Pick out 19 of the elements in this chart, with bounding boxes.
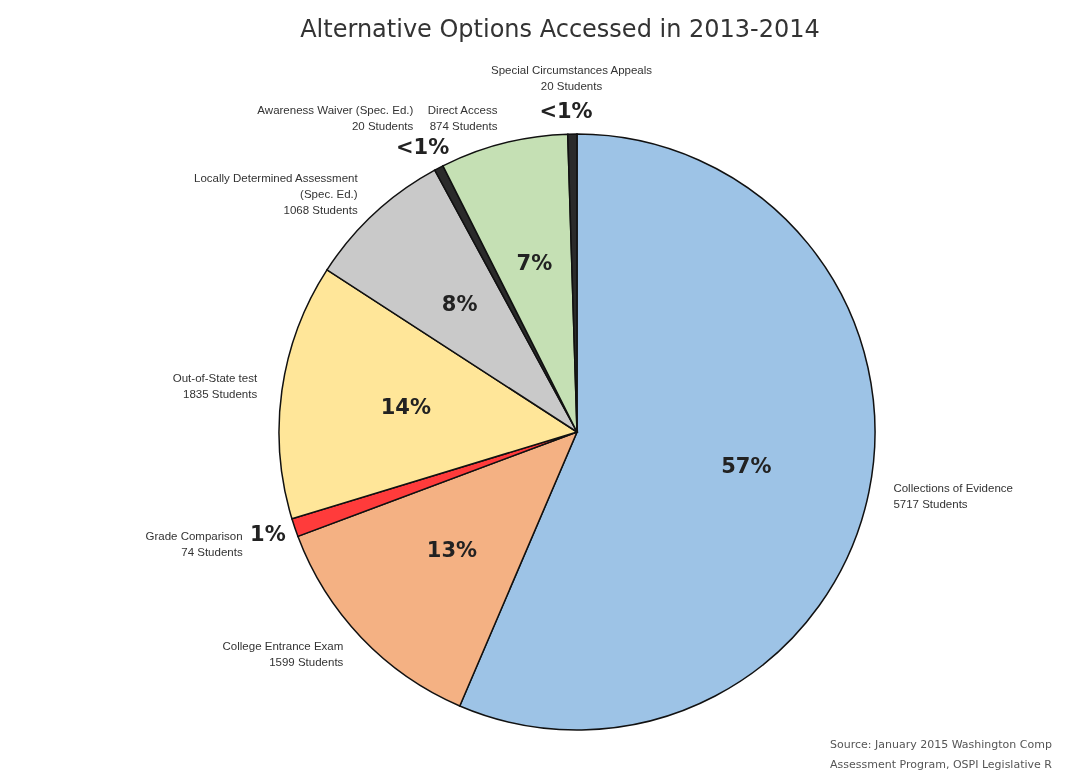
data-label: <1%: [539, 99, 593, 124]
data-label: <1%: [396, 135, 450, 160]
slice-label: Collections of Evidence 5717 Students: [893, 481, 1013, 510]
slice-label: Awareness Waiver (Spec. Ed.) 20 Students: [257, 104, 414, 133]
data-label: 13%: [426, 538, 478, 563]
slice-label: College Entrance Exam 1599 Students: [222, 640, 344, 669]
slice-label: Grade Comparison 74 Students: [145, 530, 243, 559]
data-label: 57%: [721, 453, 772, 478]
chart-title: Alternative Options Accessed in 2013-2014: [300, 15, 820, 43]
data-label: 7%: [516, 251, 553, 276]
data-label: 8%: [441, 292, 478, 317]
text: Assessment Program, OSPI Legislative R: [830, 758, 1053, 771]
slice-label: Locally Determined Assessment (Spec. Ed.) 1068 Students: [194, 171, 359, 216]
slice-label: Special Circumstances Appeals 20 Students: [490, 64, 653, 93]
source-note: Source: January 2015 Washington Comp: [830, 738, 1052, 751]
data-label: 14%: [380, 394, 431, 419]
slice-label: Out-of-State test 1835 Students: [172, 371, 258, 400]
slice-label: Direct Access 874 Students: [427, 103, 498, 132]
data-label: 1%: [250, 521, 286, 546]
